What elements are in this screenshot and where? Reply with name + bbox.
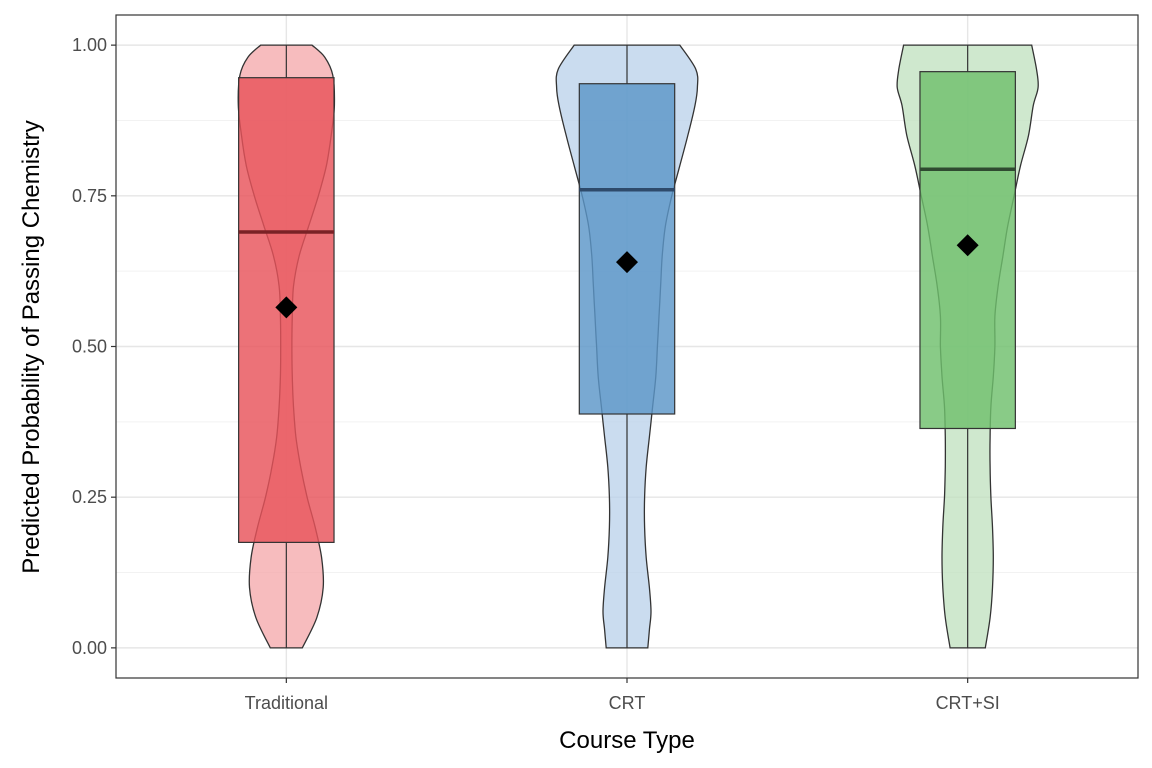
x-axis-title: Course Type bbox=[559, 727, 695, 754]
x-axis: Traditional CRT CRT+SI bbox=[245, 678, 1000, 713]
box-iqr bbox=[578, 83, 676, 415]
y-tick-label: 0.50 bbox=[72, 337, 107, 357]
x-tick-label: CRT bbox=[609, 693, 646, 713]
x-tick-label: CRT+SI bbox=[936, 693, 1000, 713]
mean-marker bbox=[616, 251, 638, 274]
mean-marker bbox=[275, 296, 298, 319]
x-tick-label: Traditional bbox=[245, 693, 328, 713]
y-tick-label: 0.25 bbox=[72, 487, 107, 507]
y-axis: 0.00 0.25 0.50 0.75 1.00 bbox=[72, 35, 116, 658]
y-tick-label: 1.00 bbox=[72, 35, 107, 55]
mean-marker bbox=[956, 234, 979, 257]
y-tick-label: 0.75 bbox=[72, 186, 107, 206]
y-tick-label: 0.00 bbox=[72, 638, 107, 658]
y-axis-title: Predicted Probability of Passing Chemist… bbox=[18, 120, 45, 574]
mean-markers bbox=[275, 234, 979, 319]
